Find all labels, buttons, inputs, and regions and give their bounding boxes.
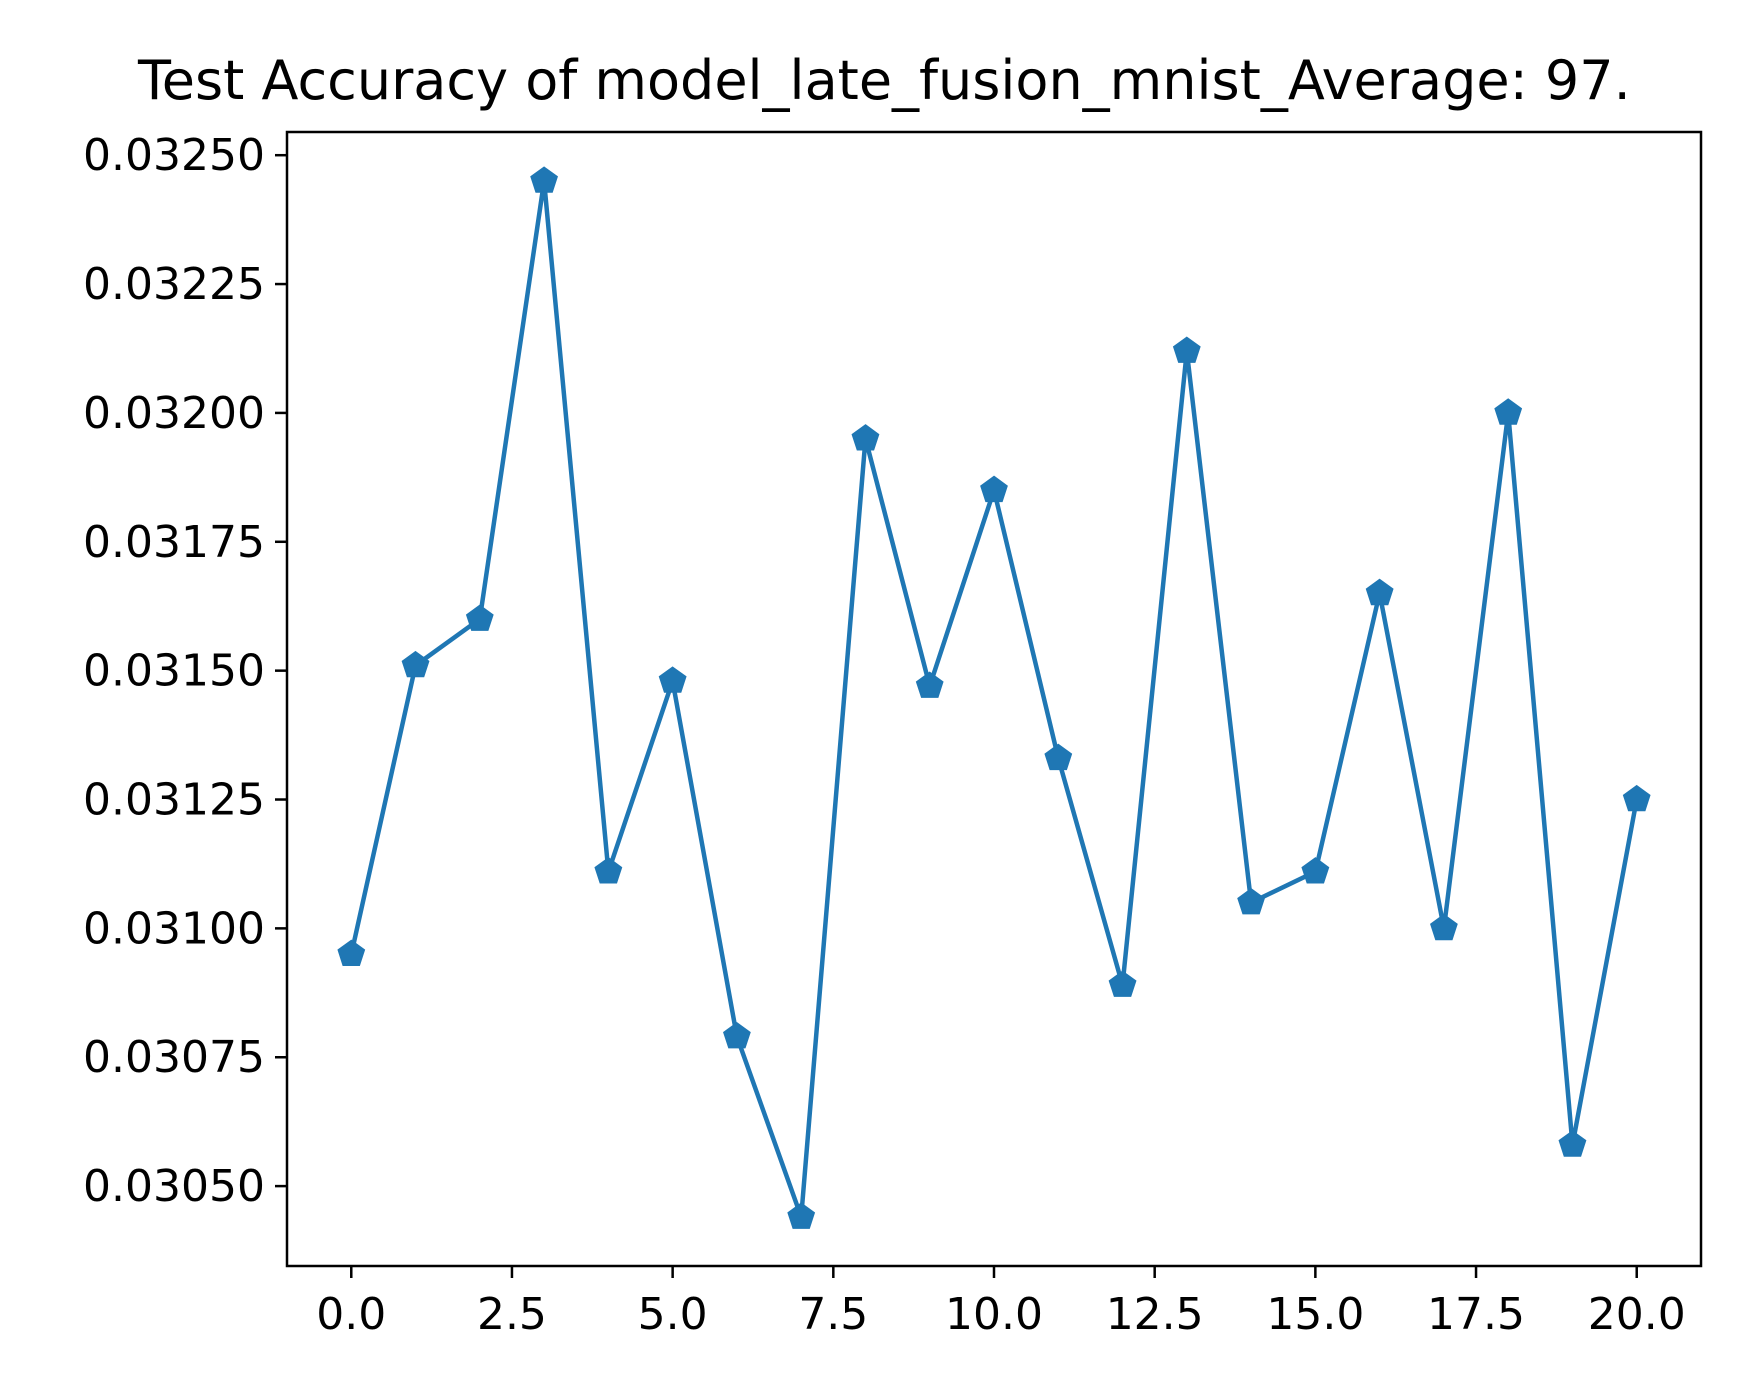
data-point-marker bbox=[465, 604, 494, 631]
data-point-marker bbox=[401, 650, 430, 678]
y-tick-label: 0.03075 bbox=[83, 1032, 265, 1083]
x-tick-label: 5.0 bbox=[638, 1289, 708, 1340]
data-point-marker bbox=[1044, 743, 1073, 771]
x-tick-label: 17.5 bbox=[1427, 1289, 1525, 1340]
chart-marks: 0.0 2.5 5.0 7.5 10.0 12.5 15.0 17.5 20.0 0.03050 0… bbox=[83, 130, 1686, 1340]
x-tick-label: 0.0 bbox=[316, 1289, 386, 1340]
data-point-marker bbox=[915, 671, 944, 698]
x-tick-label: 2.5 bbox=[477, 1289, 547, 1340]
data-point-marker bbox=[787, 1202, 816, 1229]
y-tick-label: 0.03150 bbox=[83, 646, 265, 697]
data-point-marker bbox=[980, 475, 1008, 503]
chart-title: Test Accuracy of model_late_fusion_mnist… bbox=[137, 49, 1631, 112]
data-point-marker bbox=[723, 1021, 751, 1049]
data-point-marker bbox=[851, 424, 880, 451]
y-tick-label: 0.03200 bbox=[83, 388, 265, 439]
data-point-marker bbox=[1430, 913, 1458, 941]
data-point-marker bbox=[658, 666, 687, 693]
data-point-marker bbox=[530, 166, 558, 193]
y-tick-label: 0.03125 bbox=[83, 775, 265, 826]
data-point-marker bbox=[337, 939, 366, 966]
data-point-marker bbox=[1558, 1130, 1587, 1157]
data-point-marker bbox=[1365, 578, 1394, 606]
data-point-marker bbox=[1301, 857, 1330, 884]
x-tick-label: 15.0 bbox=[1266, 1289, 1364, 1340]
x-tick-label: 7.5 bbox=[798, 1289, 868, 1340]
x-tick-label: 12.5 bbox=[1106, 1289, 1204, 1340]
data-point-marker bbox=[1237, 887, 1265, 915]
y-tick-label: 0.03050 bbox=[83, 1161, 265, 1212]
y-tick-label: 0.03100 bbox=[83, 903, 265, 954]
y-tick-label: 0.03175 bbox=[83, 517, 265, 568]
y-tick-label: 0.03250 bbox=[83, 130, 265, 181]
y-tick-label: 0.03225 bbox=[83, 259, 265, 310]
x-tick-label: 20.0 bbox=[1588, 1289, 1686, 1340]
data-point-marker bbox=[1622, 784, 1651, 812]
x-tick-label: 10.0 bbox=[945, 1289, 1043, 1340]
data-point-marker bbox=[1108, 970, 1137, 997]
plot-frame bbox=[285, 130, 1703, 1268]
data-point-marker bbox=[594, 857, 623, 884]
data-point-marker bbox=[1172, 336, 1201, 363]
data-point-marker bbox=[1494, 398, 1523, 425]
